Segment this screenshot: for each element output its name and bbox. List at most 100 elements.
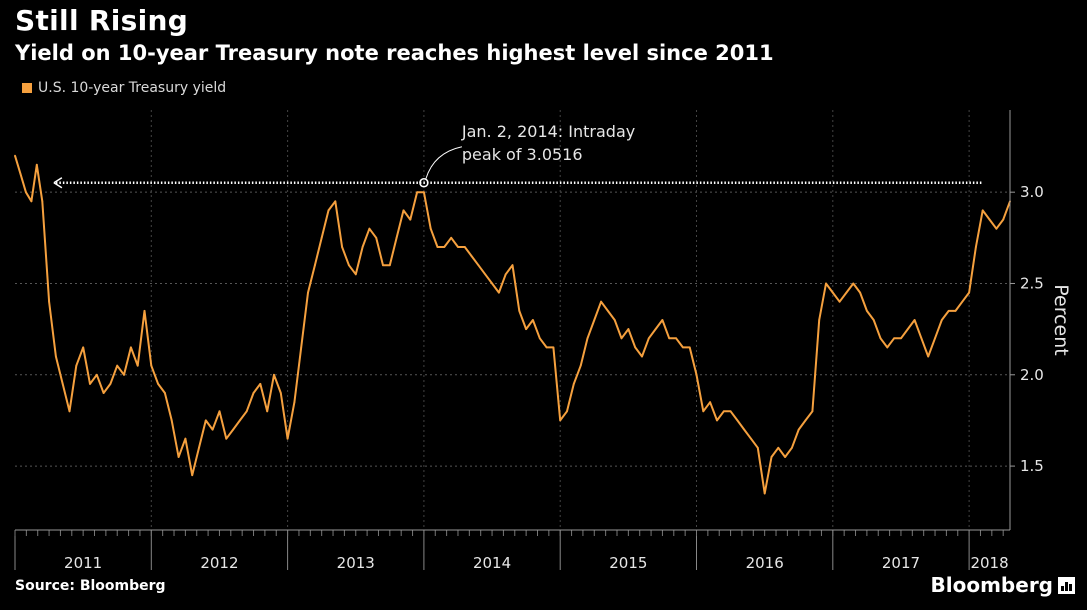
data-point xyxy=(170,419,173,422)
data-point xyxy=(1002,218,1005,221)
data-point xyxy=(320,236,323,239)
data-point xyxy=(409,218,412,221)
data-point xyxy=(975,246,977,248)
x-tick-label: 2015 xyxy=(609,554,647,572)
data-point xyxy=(641,355,643,358)
data-point xyxy=(566,410,568,413)
data-point xyxy=(845,291,848,294)
data-point xyxy=(164,392,166,394)
data-point xyxy=(900,337,902,340)
data-point xyxy=(450,236,453,239)
data-point xyxy=(204,419,207,422)
data-point xyxy=(804,419,807,422)
data-point xyxy=(232,428,235,431)
y-tick-label: 1.5 xyxy=(1020,457,1044,475)
data-point xyxy=(314,264,316,267)
data-point xyxy=(157,383,160,385)
data-point xyxy=(273,373,275,376)
data-point xyxy=(756,446,759,449)
data-point xyxy=(123,373,125,376)
data-point xyxy=(511,264,514,267)
data-point xyxy=(361,246,364,248)
data-point xyxy=(109,383,112,385)
data-point xyxy=(48,300,50,303)
data-point xyxy=(729,410,732,413)
data-point xyxy=(654,328,657,330)
data-point xyxy=(934,337,936,340)
data-point xyxy=(947,310,950,312)
data-point xyxy=(341,246,343,248)
data-point xyxy=(995,227,998,230)
data-point xyxy=(627,328,630,330)
x-tick-label: 2014 xyxy=(473,554,511,572)
data-point xyxy=(82,346,85,349)
y-tick-label: 2.5 xyxy=(1020,274,1044,292)
data-point xyxy=(954,310,957,312)
data-point xyxy=(682,346,684,349)
data-point xyxy=(375,236,378,239)
data-point xyxy=(613,319,616,321)
data-point xyxy=(25,191,27,194)
data-point xyxy=(559,419,562,422)
data-point xyxy=(866,310,868,312)
legend-label: U.S. 10-year Treasury yield xyxy=(38,80,227,96)
data-point xyxy=(607,310,609,312)
chart-bars-icon xyxy=(1058,576,1075,594)
data-point xyxy=(920,337,923,340)
data-point xyxy=(831,291,834,294)
data-point xyxy=(143,310,146,312)
data-point xyxy=(893,337,895,340)
chart-title: Still Rising xyxy=(15,4,189,37)
data-point xyxy=(709,401,711,404)
data-point xyxy=(818,319,821,321)
annotation-marker xyxy=(419,178,429,188)
data-point xyxy=(259,383,262,385)
data-point xyxy=(252,392,255,394)
data-point xyxy=(184,437,187,440)
x-tick-label: 2012 xyxy=(200,554,238,572)
data-point xyxy=(191,474,194,477)
x-tick-label: 2011 xyxy=(64,554,102,572)
data-point xyxy=(927,355,930,358)
data-point xyxy=(491,282,493,285)
data-point xyxy=(95,373,98,376)
data-point xyxy=(518,310,521,312)
data-point xyxy=(498,291,500,294)
data-point xyxy=(470,255,473,257)
y-axis-label: Percent xyxy=(1050,284,1072,356)
data-point xyxy=(279,392,282,394)
data-point xyxy=(545,346,548,349)
data-point xyxy=(634,346,637,349)
data-point xyxy=(961,300,964,303)
data-point xyxy=(463,246,466,248)
data-point xyxy=(293,401,296,404)
data-point xyxy=(579,364,582,367)
data-point xyxy=(484,273,487,276)
x-tick-label: 2017 xyxy=(882,554,920,572)
legend: U.S. 10-year Treasury yield xyxy=(22,80,226,96)
data-point xyxy=(61,383,64,385)
data-point xyxy=(388,264,391,267)
data-point xyxy=(402,209,405,212)
data-point xyxy=(266,410,269,413)
data-point xyxy=(743,428,746,431)
annotation-line1: Jan. 2, 2014: Intraday xyxy=(461,122,635,141)
data-point xyxy=(886,346,889,349)
data-point xyxy=(736,419,739,422)
data-point xyxy=(211,428,214,431)
data-point xyxy=(443,246,446,248)
data-point xyxy=(102,392,105,394)
annotation-leader xyxy=(425,146,463,179)
y-tick-label: 2.0 xyxy=(1020,366,1044,384)
data-point xyxy=(838,300,841,303)
data-point xyxy=(218,410,221,413)
data-point xyxy=(225,437,228,440)
data-point xyxy=(136,364,139,367)
data-point xyxy=(348,264,350,267)
data-point xyxy=(429,227,432,230)
data-point xyxy=(14,154,16,157)
data-point xyxy=(436,246,439,248)
data-point xyxy=(716,419,718,422)
data-point xyxy=(770,456,773,458)
